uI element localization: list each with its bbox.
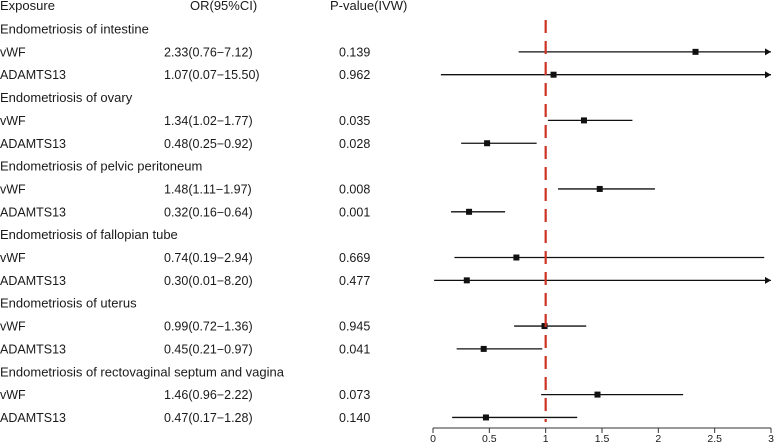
x-tick-label: 2.5 [707,433,722,443]
exposure-label: vWF [0,45,26,59]
or-ci-value: 0.45(0.21−0.97) [164,342,253,356]
p-value: 0.008 [339,182,370,196]
exposure-label: vWF [0,320,26,334]
p-value: 0.477 [339,274,370,288]
or-ci-value: 2.33(0.76−7.12) [164,45,253,59]
group-label: Endometriosis of fallopian tube [0,227,178,242]
exposure-label: ADAMTS13 [0,205,66,219]
group-label: Endometriosis of rectovaginal septum and… [0,364,285,379]
ci-arrow-head [765,71,771,79]
point-estimate [513,254,520,261]
exposure-label: ADAMTS13 [0,68,66,82]
p-value: 0.035 [339,114,370,128]
exposure-label: vWF [0,182,26,196]
x-axis: 0 0.5 1 1.5 2 2.5 3 [430,427,774,443]
header-exposure: Exposure [0,0,55,13]
or-ci-value: 1.07(0.07−15.50) [164,68,260,82]
or-ci-value: 1.48(1.11−1.97) [164,182,252,196]
p-value: 0.669 [339,251,370,265]
exposure-label: vWF [0,388,26,402]
group-label: Endometriosis of ovary [0,90,133,105]
point-estimate [541,323,548,330]
p-value: 0.028 [339,137,370,151]
p-value: 0.073 [339,388,370,402]
p-value: 0.041 [339,342,370,356]
header-pvalue: P-value(IVW) [330,0,407,13]
ci-arrow-head [765,276,771,284]
table-rows: Endometriosis of intestine vWF 2.33(0.76−7… [0,22,370,425]
or-ci-value: 1.34(1.02−1.77) [164,114,253,128]
group-label: Endometriosis of pelvic peritoneum [0,159,202,174]
x-tick-label: 0.5 [482,433,497,443]
p-value: 0.962 [339,68,370,82]
exposure-label: ADAMTS13 [0,411,66,425]
x-tick-label: 1.5 [595,433,610,443]
x-tick-label: 1 [543,433,549,443]
point-estimate [480,345,487,352]
p-value: 0.139 [339,45,370,59]
or-ci-value: 0.48(0.25−0.92) [164,137,253,151]
point-estimate [580,117,587,124]
or-ci-value: 0.47(0.17−1.28) [164,411,253,425]
or-ci-value: 0.30(0.01−8.20) [164,274,253,288]
exposure-label: ADAMTS13 [0,274,66,288]
or-ci-value: 1.46(0.96−2.22) [164,388,253,402]
exposure-label: ADAMTS13 [0,137,66,151]
point-estimate [594,391,601,398]
exposure-label: ADAMTS13 [0,342,66,356]
point-estimate [484,140,491,147]
point-estimate [463,277,470,284]
or-ci-value: 0.32(0.16−0.64) [164,205,253,219]
p-value: 0.140 [339,411,370,425]
p-value: 0.001 [339,205,370,219]
point-estimate [692,48,699,55]
x-tick-label: 2 [655,433,661,443]
or-ci-value: 0.74(0.19−2.94) [164,251,253,265]
x-tick-label: 0 [430,433,436,443]
or-ci-value: 0.99(0.72−1.36) [164,320,253,334]
p-value: 0.945 [339,320,370,334]
group-label: Endometriosis of intestine [0,22,149,37]
point-estimate [550,71,557,78]
exposure-label: vWF [0,251,26,265]
point-estimate [482,414,489,421]
point-estimate [466,208,473,215]
ci-arrow-head [765,48,771,56]
point-estimate [596,185,603,192]
group-label: Endometriosis of uterus [0,296,137,311]
header-or-ci: OR(95%CI) [190,0,257,13]
exposure-label: vWF [0,114,26,128]
x-tick-label: 3 [768,433,774,443]
plot-area [434,20,771,422]
